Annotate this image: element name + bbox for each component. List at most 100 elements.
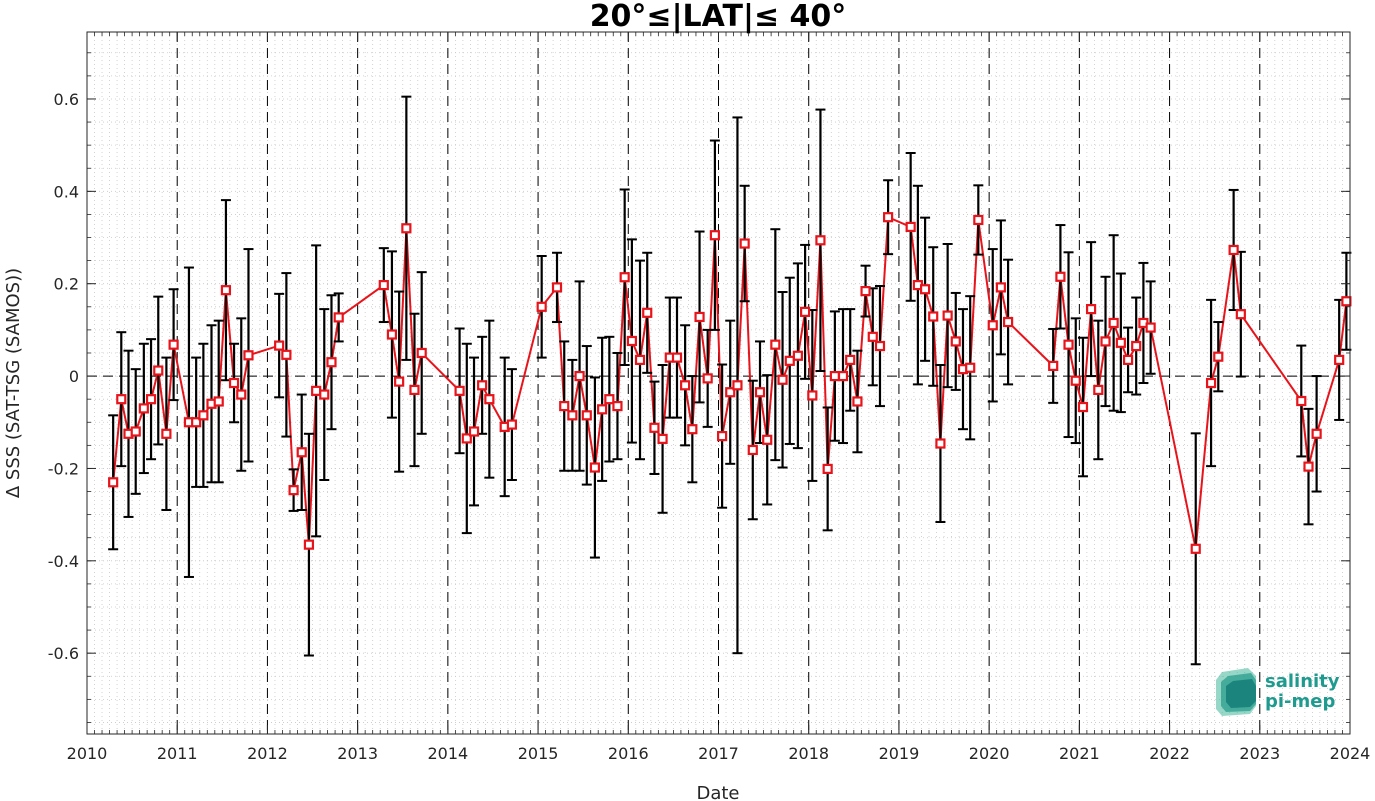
data-point bbox=[732, 380, 743, 391]
data-point bbox=[1055, 271, 1066, 282]
data-point bbox=[1100, 336, 1111, 347]
data-point bbox=[326, 357, 337, 368]
data-point bbox=[1341, 296, 1352, 307]
data-point bbox=[604, 394, 615, 405]
data-point bbox=[138, 403, 149, 414]
data-point bbox=[281, 349, 292, 360]
data-point bbox=[243, 350, 254, 361]
data-point bbox=[867, 331, 878, 342]
data-point bbox=[792, 350, 803, 361]
salinity-pi-mep-logo: salinity pi-mep bbox=[1216, 668, 1340, 716]
data-point bbox=[220, 285, 232, 296]
data-point bbox=[687, 424, 698, 435]
data-point bbox=[702, 373, 713, 384]
data-point bbox=[626, 335, 637, 347]
data-point bbox=[1235, 309, 1246, 320]
data-point bbox=[130, 426, 141, 437]
data-point bbox=[468, 426, 480, 437]
data-point bbox=[642, 307, 653, 318]
data-point bbox=[386, 329, 398, 340]
data-point bbox=[454, 385, 465, 396]
data-point bbox=[296, 447, 307, 458]
data-point bbox=[770, 339, 781, 350]
data-point bbox=[852, 396, 863, 407]
data-point bbox=[1213, 351, 1224, 362]
data-point bbox=[1077, 401, 1089, 413]
y-tick-label: 0 bbox=[69, 367, 79, 386]
data-point bbox=[1296, 395, 1307, 407]
x-axis-label: Date bbox=[696, 783, 739, 801]
data-point bbox=[288, 485, 299, 496]
data-point bbox=[860, 285, 871, 297]
data-point bbox=[1070, 375, 1081, 386]
data-point bbox=[717, 431, 728, 442]
x-tick-label: 2015 bbox=[518, 744, 559, 763]
data-point bbox=[559, 400, 570, 412]
data-point bbox=[935, 438, 946, 449]
data-point bbox=[378, 279, 389, 291]
y-tick-label: 0.6 bbox=[54, 90, 79, 109]
data-point bbox=[461, 433, 472, 444]
data-point bbox=[928, 311, 939, 322]
data-point bbox=[649, 422, 660, 433]
data-point bbox=[108, 477, 119, 488]
x-tick-label: 2017 bbox=[698, 744, 739, 763]
data-point bbox=[1145, 322, 1156, 333]
y-tick-label: -0.2 bbox=[48, 459, 79, 478]
data-point bbox=[905, 221, 916, 232]
tick-marks bbox=[86, 32, 1351, 734]
data-point bbox=[394, 376, 405, 387]
data-point bbox=[116, 394, 127, 405]
data-point bbox=[777, 374, 788, 385]
data-point bbox=[581, 410, 592, 421]
data-point bbox=[837, 370, 849, 382]
data-point bbox=[747, 444, 758, 456]
data-point bbox=[145, 394, 157, 405]
data-point bbox=[800, 306, 811, 317]
data-point bbox=[845, 354, 856, 366]
data-point bbox=[161, 428, 172, 439]
data-point bbox=[1311, 428, 1322, 439]
y-axis-label: Δ SSS (SAT-TSG (SAMOS)) bbox=[3, 268, 24, 498]
data-point bbox=[634, 354, 646, 366]
data-point bbox=[574, 370, 585, 382]
data-markers bbox=[108, 212, 1352, 554]
data-point bbox=[694, 311, 705, 323]
x-tick-label: 2011 bbox=[157, 744, 198, 763]
data-point bbox=[822, 463, 833, 475]
data-point bbox=[657, 433, 668, 444]
data-point bbox=[1048, 360, 1059, 372]
data-point bbox=[319, 389, 330, 400]
data-point bbox=[551, 282, 563, 293]
data-point bbox=[950, 336, 961, 347]
data-point bbox=[754, 387, 766, 398]
x-tick-label: 2012 bbox=[247, 744, 288, 763]
data-point bbox=[168, 339, 179, 350]
data-point bbox=[401, 223, 412, 234]
y-tick-label: -0.4 bbox=[48, 552, 79, 571]
data-point bbox=[198, 410, 209, 421]
data-point bbox=[1115, 337, 1126, 348]
data-point bbox=[1093, 384, 1104, 396]
data-point bbox=[191, 417, 202, 428]
x-tick-label: 2023 bbox=[1239, 744, 1280, 763]
x-tick-label: 2013 bbox=[337, 744, 378, 763]
data-point bbox=[739, 238, 750, 249]
logo-text-line1: salinity bbox=[1265, 671, 1340, 692]
major-grid bbox=[87, 32, 1350, 734]
data-point bbox=[725, 387, 736, 398]
data-point bbox=[1205, 377, 1217, 389]
data-point bbox=[829, 370, 840, 382]
x-tick-label: 2019 bbox=[879, 744, 920, 763]
data-point bbox=[612, 400, 623, 412]
x-tick-label: 2014 bbox=[427, 744, 468, 763]
x-tick-label: 2020 bbox=[969, 744, 1010, 763]
x-tick-label: 2024 bbox=[1330, 744, 1371, 763]
data-point bbox=[1063, 339, 1074, 350]
data-point bbox=[1108, 317, 1119, 329]
data-point bbox=[536, 301, 547, 312]
x-tick-labels: 2010 2011 2012 2013 2014 2015 2016 2017 2018 2019… bbox=[67, 744, 1371, 763]
data-point bbox=[274, 340, 285, 351]
data-point bbox=[477, 380, 488, 391]
data-point bbox=[1085, 304, 1097, 315]
